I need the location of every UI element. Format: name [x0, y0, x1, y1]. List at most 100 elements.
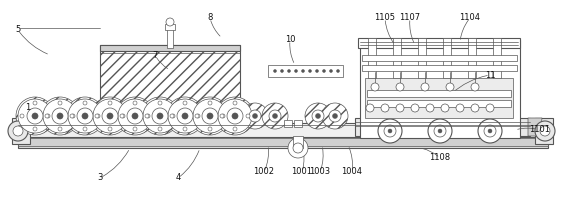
- Bar: [293, 136, 303, 148]
- Text: 1108: 1108: [429, 154, 451, 162]
- Circle shape: [322, 103, 348, 129]
- Circle shape: [193, 99, 227, 133]
- Bar: [165, 24, 175, 30]
- Circle shape: [456, 104, 464, 112]
- Text: 1003: 1003: [310, 168, 330, 176]
- Circle shape: [141, 97, 179, 135]
- Circle shape: [315, 114, 320, 118]
- Circle shape: [157, 113, 163, 119]
- Circle shape: [305, 103, 331, 129]
- Bar: [367, 100, 511, 107]
- Text: 5: 5: [15, 25, 21, 34]
- Circle shape: [242, 103, 268, 129]
- Circle shape: [27, 108, 43, 124]
- Circle shape: [202, 108, 218, 124]
- Circle shape: [252, 114, 257, 118]
- Circle shape: [280, 70, 283, 72]
- Circle shape: [486, 104, 494, 112]
- Circle shape: [246, 114, 250, 118]
- Circle shape: [384, 125, 396, 137]
- Circle shape: [46, 114, 50, 118]
- Circle shape: [52, 108, 68, 124]
- Circle shape: [32, 113, 38, 119]
- Circle shape: [249, 110, 261, 122]
- Circle shape: [8, 121, 28, 141]
- Circle shape: [108, 127, 112, 131]
- Circle shape: [315, 70, 319, 72]
- Bar: [294, 120, 302, 127]
- Bar: [100, 122, 240, 127]
- Circle shape: [540, 126, 550, 136]
- Circle shape: [133, 127, 137, 131]
- Circle shape: [132, 113, 138, 119]
- Circle shape: [411, 104, 419, 112]
- Text: 1101: 1101: [529, 126, 551, 134]
- Circle shape: [82, 113, 88, 119]
- Circle shape: [108, 101, 112, 105]
- Circle shape: [269, 110, 281, 122]
- Text: 1105: 1105: [374, 14, 396, 22]
- Circle shape: [378, 119, 402, 143]
- Circle shape: [43, 99, 77, 133]
- Circle shape: [196, 114, 200, 118]
- Circle shape: [66, 97, 104, 135]
- Text: 1004: 1004: [342, 168, 362, 176]
- Text: 11: 11: [485, 71, 495, 79]
- Bar: [535, 118, 553, 144]
- Bar: [360, 40, 520, 138]
- Circle shape: [158, 127, 162, 131]
- Circle shape: [207, 113, 213, 119]
- Circle shape: [71, 114, 75, 118]
- Circle shape: [288, 70, 291, 72]
- Circle shape: [195, 114, 199, 118]
- Circle shape: [16, 97, 54, 135]
- Text: 1: 1: [25, 104, 30, 112]
- Bar: [18, 136, 548, 148]
- Circle shape: [329, 110, 341, 122]
- Circle shape: [294, 70, 297, 72]
- Circle shape: [329, 70, 333, 72]
- Text: 1001: 1001: [292, 168, 312, 176]
- Text: 7: 7: [152, 50, 158, 60]
- Text: 10: 10: [285, 36, 295, 45]
- Circle shape: [535, 121, 555, 141]
- Circle shape: [371, 83, 379, 91]
- Circle shape: [18, 99, 52, 133]
- Circle shape: [301, 70, 305, 72]
- Text: 1107: 1107: [400, 14, 420, 22]
- Circle shape: [20, 114, 24, 118]
- Bar: [358, 38, 520, 48]
- Text: 3: 3: [97, 173, 103, 182]
- Circle shape: [146, 114, 150, 118]
- Circle shape: [323, 70, 325, 72]
- Text: 8: 8: [207, 14, 212, 22]
- Circle shape: [233, 101, 237, 105]
- Circle shape: [484, 125, 496, 137]
- Bar: [365, 78, 513, 118]
- Circle shape: [426, 104, 434, 112]
- Circle shape: [232, 113, 238, 119]
- Circle shape: [33, 101, 37, 105]
- Circle shape: [208, 127, 212, 131]
- Circle shape: [95, 114, 99, 118]
- Circle shape: [120, 114, 124, 118]
- Circle shape: [182, 113, 188, 119]
- Circle shape: [396, 83, 404, 91]
- Polygon shape: [528, 118, 542, 136]
- Circle shape: [33, 127, 37, 131]
- Bar: [355, 118, 530, 136]
- Circle shape: [77, 108, 93, 124]
- Circle shape: [166, 97, 204, 135]
- Circle shape: [381, 104, 389, 112]
- Text: 4: 4: [175, 173, 180, 182]
- Circle shape: [70, 114, 74, 118]
- Circle shape: [83, 101, 87, 105]
- Bar: [18, 123, 548, 137]
- Circle shape: [233, 127, 237, 131]
- Circle shape: [158, 101, 162, 105]
- Circle shape: [45, 114, 49, 118]
- Bar: [418, 38, 426, 78]
- Bar: [468, 38, 476, 78]
- Circle shape: [434, 125, 446, 137]
- Circle shape: [438, 129, 442, 133]
